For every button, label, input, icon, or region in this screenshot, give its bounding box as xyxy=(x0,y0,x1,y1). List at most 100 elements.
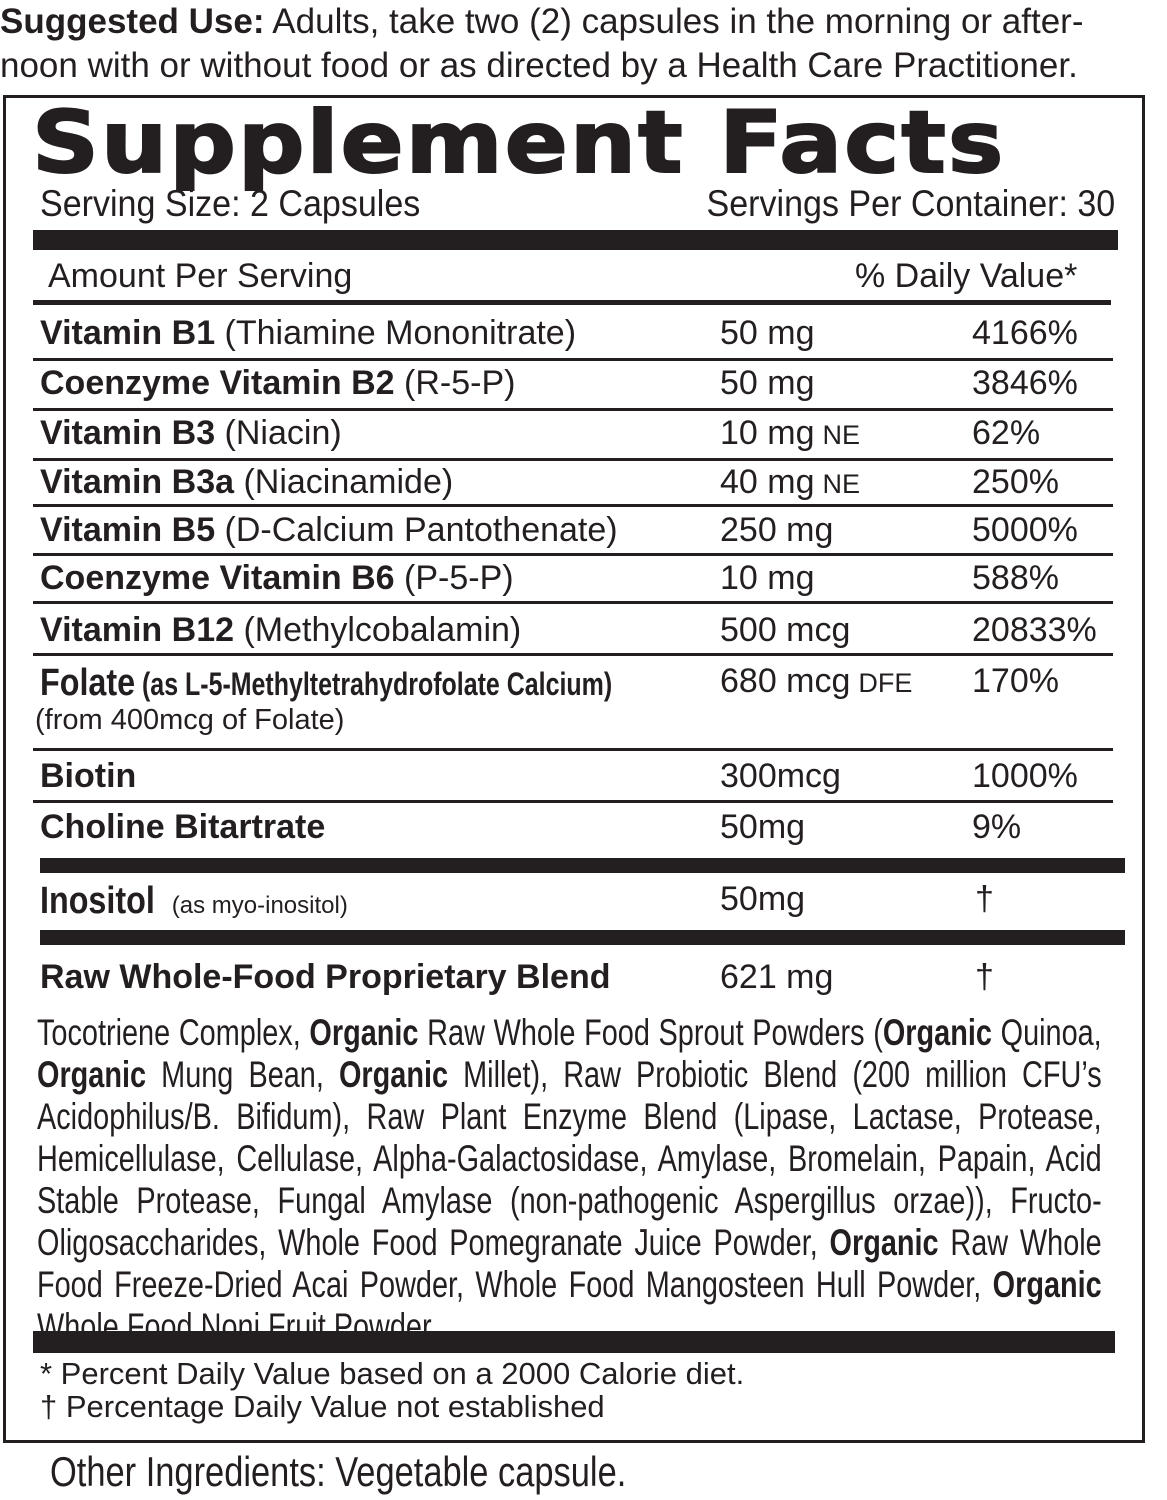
daily-value-header: % Daily Value* xyxy=(855,257,1078,295)
daily-value: † xyxy=(975,880,994,918)
nutrient-detail: (Niacinamide) xyxy=(234,463,454,501)
daily-value: 9% xyxy=(972,808,1022,846)
thick-divider xyxy=(40,930,1125,945)
nutrient-amount: 40 mg NE xyxy=(720,463,860,502)
footnote-daily-value: * Percent Daily Value based on a 2000 Ca… xyxy=(40,1356,745,1391)
organic-label: Organic xyxy=(829,1222,939,1263)
ingredient-text: Tocotriene Complex, xyxy=(37,1012,310,1053)
panel-title: Supplement Facts xyxy=(31,93,1006,193)
amount-value: 250 mg xyxy=(720,511,834,549)
daily-value: 4166% xyxy=(972,314,1078,352)
nutrient-name: Inositol (as myo-inositol) xyxy=(40,880,348,923)
thick-divider xyxy=(33,1331,1115,1353)
amount-value: 50mg xyxy=(720,880,806,918)
amount-unit: NE xyxy=(822,469,861,499)
amount-per-serving-header: Amount Per Serving xyxy=(48,257,353,295)
organic-label: Organic xyxy=(338,1054,449,1095)
daily-value: 20833% xyxy=(972,611,1097,649)
nutrient-name: Vitamin B12 (Methylcobalamin) xyxy=(40,611,521,650)
nutrient-label: Choline Bitartrate xyxy=(40,808,326,846)
nutrient-detail: (Niacin) xyxy=(215,414,342,452)
nutrient-name: Vitamin B3 (Niacin) xyxy=(40,414,342,453)
suggested-use: Suggested Use: Adults, take two (2) caps… xyxy=(0,0,1160,88)
amount-unit: NE xyxy=(822,420,861,450)
amount-value: 10 mg xyxy=(720,559,815,597)
row-divider xyxy=(33,408,1113,411)
nutrient-name: Coenzyme Vitamin B6 (P-5-P) xyxy=(40,559,514,598)
row-divider xyxy=(33,358,1113,361)
servings-per-container: Servings Per Container: 30 xyxy=(706,183,1115,224)
daily-value: 3846% xyxy=(972,364,1078,402)
row-divider xyxy=(33,458,1113,461)
nutrient-label: Vitamin B3a xyxy=(40,463,235,501)
nutrient-amount: 10 mg NE xyxy=(720,414,860,453)
amount-value: 500 mcg xyxy=(720,611,851,649)
daily-value: † xyxy=(975,958,994,996)
daily-value: 62% xyxy=(972,414,1041,452)
row-divider xyxy=(33,800,1113,803)
divider xyxy=(33,300,1111,305)
nutrient-label: Biotin xyxy=(40,757,137,795)
nutrient-detail: (Thiamine Mononitrate) xyxy=(215,314,577,352)
other-ingredients: Other Ingredients: Vegetable capsule. xyxy=(50,1448,627,1495)
amount-value: 300mcg xyxy=(720,757,841,795)
amount-value: 50 mg xyxy=(720,314,815,352)
organic-label: Organic xyxy=(309,1012,419,1053)
nutrient-label: Vitamin B3 xyxy=(40,414,216,452)
daily-value: 250% xyxy=(972,463,1059,501)
nutrient-subline: (from 400mcg of Folate) xyxy=(35,704,345,736)
row-divider xyxy=(33,504,1113,507)
daily-value: 5000% xyxy=(972,511,1078,549)
nutrient-amount: 500 mcg xyxy=(720,611,850,650)
nutrient-name: Coenzyme Vitamin B2 (R-5-P) xyxy=(40,364,515,403)
nutrient-name: Choline Bitartrate xyxy=(40,808,325,847)
amount-value: 50mg xyxy=(720,808,806,846)
nutrient-amount: 50 mg xyxy=(720,314,815,353)
nutrient-detail: (D-Calcium Pantothenate) xyxy=(215,511,618,549)
nutrient-amount: 10 mg xyxy=(720,559,815,598)
row-divider xyxy=(33,601,1113,604)
nutrient-detail: (R-5-P) xyxy=(394,364,516,402)
nutrient-amount: 50mg xyxy=(720,808,805,847)
nutrient-label: Vitamin B5 xyxy=(40,511,216,549)
row-divider xyxy=(33,748,1113,751)
thick-divider xyxy=(33,230,1118,250)
suggested-use-text: Adults, take two (2) capsules in the mor… xyxy=(0,2,1084,85)
organic-label: Organic xyxy=(882,1012,992,1053)
daily-value: 1000% xyxy=(972,757,1078,795)
amount-value: 10 mg xyxy=(720,414,815,452)
nutrient-name: Biotin xyxy=(40,757,136,796)
nutrient-label: Inositol xyxy=(40,880,155,922)
nutrient-label: Coenzyme Vitamin B6 xyxy=(40,559,395,597)
nutrient-amount: 300mcg xyxy=(720,757,841,796)
nutrient-label: Vitamin B12 xyxy=(40,611,235,649)
amount-value: 40 mg xyxy=(720,463,815,501)
ingredient-text: Raw Whole Food Sprout Powders ( xyxy=(418,1012,883,1053)
ingredient-text: Quinoa, xyxy=(991,1012,1102,1053)
amount-unit: DFE xyxy=(858,668,913,698)
amount-value: 621 mg xyxy=(720,958,834,996)
nutrient-name: Vitamin B5 (D-Calcium Pantothenate) xyxy=(40,511,618,550)
organic-label: Organic xyxy=(992,1264,1102,1305)
nutrient-amount: 50mg xyxy=(720,880,805,919)
nutrient-detail: (as myo-inositol) xyxy=(165,892,348,919)
blend-ingredients: Tocotriene Complex, Organic Raw Whole Fo… xyxy=(37,1012,1102,1348)
ingredient-text: Raw Whole Food Freeze-Dried Acai Powder,… xyxy=(37,1222,1102,1305)
daily-value: 588% xyxy=(972,559,1059,597)
nutrient-amount: 680 mcg DFE xyxy=(720,662,912,701)
amount-value: 680 mcg xyxy=(720,662,851,700)
nutrient-label: Vitamin B1 xyxy=(40,314,216,352)
nutrient-label: Coenzyme Vitamin B2 xyxy=(40,364,395,402)
organic-label: Organic xyxy=(37,1054,147,1095)
nutrient-label: Folate xyxy=(40,662,136,704)
thick-divider xyxy=(40,858,1125,873)
nutrient-amount: 250 mg xyxy=(720,511,833,550)
ingredient-text: Millet), Raw Probiotic Blend (200 millio… xyxy=(37,1054,1102,1263)
nutrient-name: Vitamin B1 (Thiamine Mononitrate) xyxy=(40,314,576,353)
nutrient-detail: (Methylcobalamin) xyxy=(234,611,522,649)
nutrient-detail: (as L-5-Methyltetrahydrofolate Calcium) xyxy=(141,666,613,702)
nutrient-name: Raw Whole-Food Proprietary Blend xyxy=(40,958,610,997)
nutrient-label: Raw Whole-Food Proprietary Blend xyxy=(40,958,611,996)
nutrient-amount: 621 mg xyxy=(720,958,833,997)
footnote-dagger: † Percentage Daily Value not established xyxy=(40,1389,605,1424)
